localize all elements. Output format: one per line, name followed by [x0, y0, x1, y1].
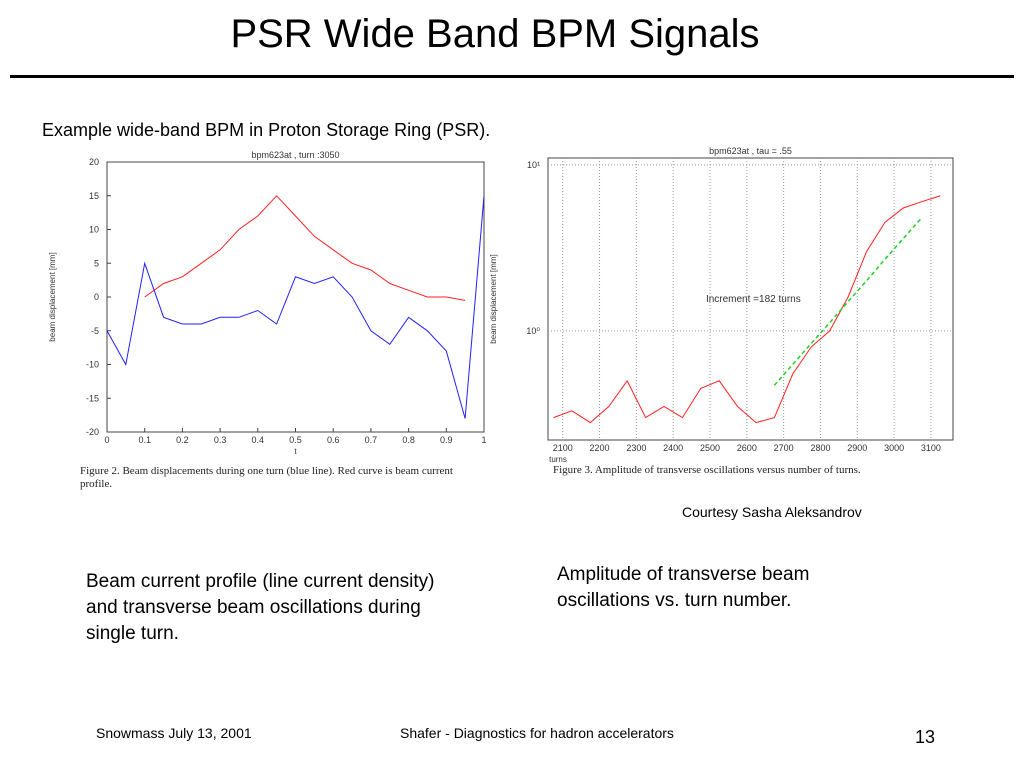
chart-title: bpm623at , turn :3050	[251, 150, 339, 160]
y-tick-label: 0	[94, 292, 99, 302]
figure-caption: Figure 2. Beam displacements during one …	[80, 465, 453, 490]
figure-caption: Figure 3. Amplitude of transverse oscill…	[553, 464, 861, 476]
y-tick-label: 20	[89, 157, 99, 167]
data-line	[144, 195, 466, 301]
x-tick-label: 3000	[884, 443, 904, 453]
x-tick-label: 2800	[810, 443, 830, 453]
y-axis-label: beam displacement [mm]	[489, 254, 498, 343]
x-tick-label: 2300	[626, 443, 646, 453]
x-tick-label: 2700	[774, 443, 794, 453]
description: Beam current profile (line current densi…	[86, 571, 435, 644]
x-tick-label: 0.2	[176, 435, 189, 445]
description: Amplitude of transverse beam oscillation…	[557, 564, 810, 611]
y-tick-label: -5	[91, 326, 99, 336]
plot-frame	[547, 157, 954, 441]
y-tick-label: 15	[89, 191, 99, 201]
x-tick-label: 0.8	[402, 435, 415, 445]
x-tick-label: 0.9	[440, 435, 453, 445]
data-line	[106, 195, 485, 419]
x-tick-label: 1	[481, 435, 486, 445]
x-tick-label: 0.5	[289, 435, 302, 445]
x-tick-label: 2500	[700, 443, 720, 453]
y-tick-label: 10⁰	[526, 326, 540, 336]
x-tick-label: 0.3	[214, 435, 227, 445]
title-rule	[10, 75, 1014, 78]
x-axis-label: t	[294, 447, 297, 456]
data-line	[553, 195, 941, 424]
page-number: 13	[915, 727, 936, 747]
x-tick-label: 0.4	[252, 435, 265, 445]
y-tick-label: -15	[86, 393, 99, 403]
y-axis-label: beam displacement [mm]	[48, 252, 57, 341]
intro-text: Example wide-band BPM in Proton Storage …	[42, 120, 491, 140]
y-tick-label: 5	[94, 258, 99, 268]
credit: Courtesy Sasha Aleksandrov	[682, 504, 862, 520]
x-tick-label: 2100	[553, 443, 573, 453]
x-tick-label: 0.1	[138, 435, 151, 445]
footer-center: Shafer - Diagnostics for hadron accelera…	[400, 725, 674, 741]
x-tick-label: 3100	[921, 443, 941, 453]
x-axis-label: turns	[549, 455, 567, 464]
x-tick-label: 2600	[737, 443, 757, 453]
x-tick-label: 2400	[663, 443, 683, 453]
x-tick-label: 0.7	[365, 435, 378, 445]
y-tick-label: -20	[86, 427, 99, 437]
annotation: Increment =182 turns	[706, 294, 801, 305]
y-tick-label: 10¹	[527, 160, 540, 170]
y-tick-label: -10	[86, 360, 99, 370]
x-tick-label: 2900	[847, 443, 867, 453]
x-tick-label: 2200	[590, 443, 610, 453]
x-tick-label: 0.6	[327, 435, 340, 445]
y-tick-label: 10	[89, 225, 99, 235]
slide-title: PSR Wide Band BPM Signals	[230, 12, 760, 56]
footer-left: Snowmass July 13, 2001	[96, 725, 252, 741]
chart-title: bpm623at , tau = .55	[709, 146, 792, 156]
data-line	[773, 217, 923, 386]
x-tick-label: 0	[104, 435, 109, 445]
